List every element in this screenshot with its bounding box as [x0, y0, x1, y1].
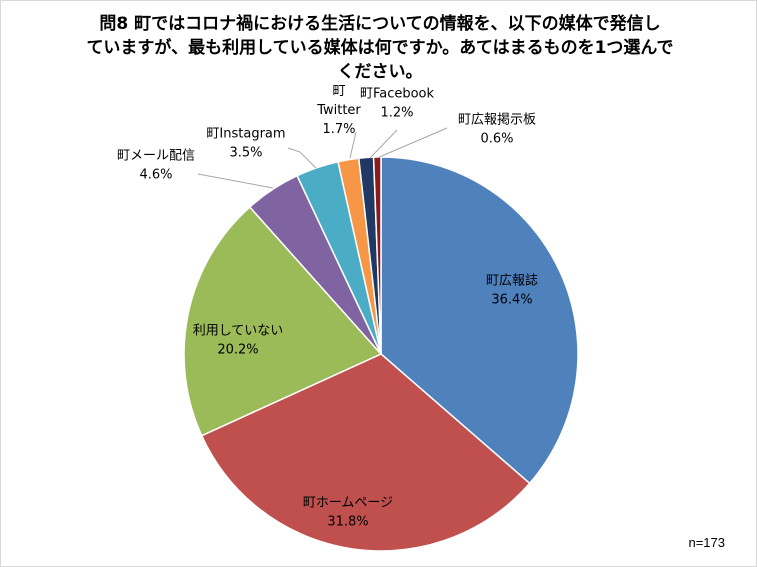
slice-label: 町Facebook 1.2%: [360, 87, 435, 121]
slice-label: 町 Twitter 1.7%: [316, 84, 361, 137]
slice-value-label: 20.2%: [217, 343, 258, 358]
leader-line: [349, 131, 357, 159]
slice-value-label: 1.7%: [322, 122, 355, 137]
slice-value-label: 1.2%: [380, 106, 413, 121]
leader-line: [197, 173, 274, 189]
chart-title: 問8 町ではコロナ禍における生活についての情報を、以下の媒体で発信し ていますが…: [40, 12, 720, 84]
chart-title-line-3: ください。: [337, 62, 423, 82]
slice-label: 町広報誌 36.4%: [486, 273, 538, 308]
leader-line: [287, 147, 317, 169]
slice-label: 町メール配信 4.6%: [117, 149, 195, 183]
sample-size-note: n=173: [688, 535, 725, 550]
leader-line: [369, 129, 398, 159]
slice-label: 利用していない 20.2%: [193, 324, 284, 358]
slice-value-label: 4.6%: [139, 168, 172, 183]
slice-label: 町ホームページ 31.8%: [303, 496, 393, 530]
chart-title-line-1: 問8 町ではコロナ禍における生活についての情報を、以下の媒体で発信し: [99, 14, 661, 34]
slice-value-label: 0.6%: [480, 132, 513, 147]
chart-title-line-2: ていますが、最も利用している媒体は何ですか。あてはまるものを1つ選んで: [86, 38, 674, 58]
slice-label: 町広報掲示板 0.6%: [458, 112, 536, 147]
slice-value-label: 3.5%: [229, 146, 262, 161]
slice-value-label: 31.8%: [327, 515, 368, 530]
leader-line: [376, 127, 448, 159]
pie-slice: [372, 156, 382, 355]
pie-slice: [200, 353, 531, 552]
pie-slice: [380, 156, 579, 485]
slice-value-label: 36.4%: [491, 293, 532, 308]
slice-label: 町Instagram 3.5%: [206, 127, 285, 161]
pie-slice: [183, 205, 383, 437]
